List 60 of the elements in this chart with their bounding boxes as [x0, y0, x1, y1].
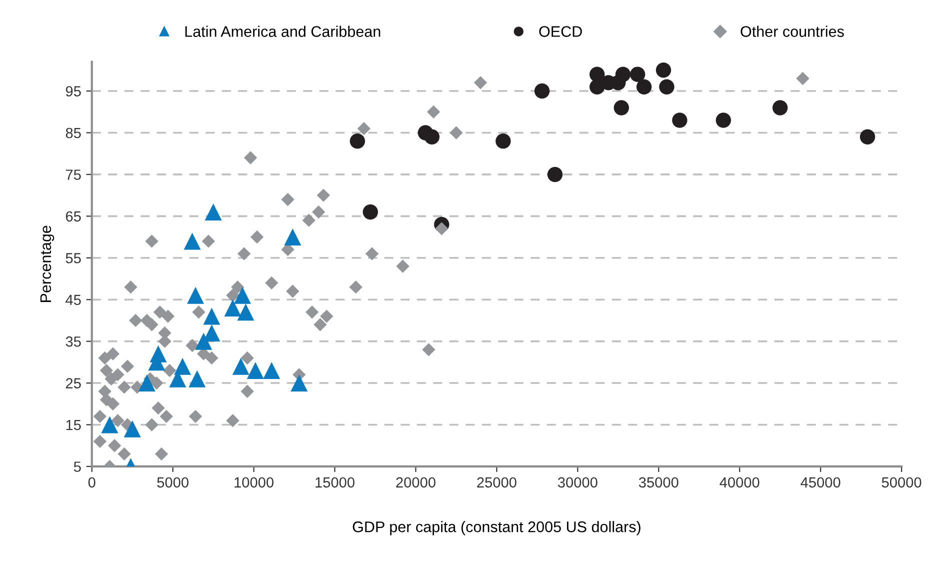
- point: [204, 203, 222, 220]
- legend-label: Other countries: [740, 26, 844, 37]
- point: [138, 374, 156, 392]
- point: [772, 100, 788, 116]
- point: [195, 332, 212, 350]
- point: [184, 232, 201, 250]
- y-tick-label: 15: [66, 420, 81, 430]
- point: [224, 299, 242, 316]
- point: [362, 204, 378, 220]
- point: [860, 129, 876, 145]
- point: [716, 112, 732, 128]
- x-tick-label: 35000: [638, 477, 678, 488]
- y-tick-label: 25: [66, 378, 81, 388]
- y-axis-title: Percentage: [40, 226, 54, 302]
- x-tick-label: 25000: [477, 477, 516, 488]
- point: [615, 66, 631, 82]
- point: [284, 228, 302, 246]
- point: [630, 66, 646, 82]
- point: [186, 286, 204, 304]
- point: [188, 370, 206, 388]
- point: [246, 362, 264, 380]
- y-tick-label: 45: [66, 294, 81, 306]
- x-tick-label: 0: [88, 477, 96, 488]
- legend-label: OECD: [539, 26, 582, 37]
- x-tick-label: 15000: [316, 477, 354, 488]
- point: [614, 100, 629, 116]
- x-tick-label: 10000: [234, 477, 274, 488]
- point: [350, 133, 366, 149]
- y-tick-label: 5: [74, 462, 81, 472]
- y-tick-label: 65: [66, 211, 81, 222]
- point: [659, 79, 674, 94]
- y-tick-label: 35: [66, 336, 81, 347]
- point: [547, 166, 563, 182]
- point: [101, 416, 118, 434]
- legend-label: Latin America and Caribbean: [185, 26, 380, 37]
- point: [290, 374, 308, 392]
- point: [124, 420, 141, 438]
- point: [496, 133, 511, 149]
- x-tick-label: 40000: [720, 477, 760, 488]
- point: [534, 83, 550, 99]
- y-tick-label: 55: [66, 253, 81, 264]
- x-tick-label: 30000: [558, 477, 598, 488]
- point: [232, 358, 250, 375]
- x-tick-label: 20000: [396, 477, 436, 488]
- y-tick-label: 75: [66, 170, 81, 180]
- point: [234, 286, 251, 304]
- point: [203, 308, 220, 325]
- x-axis-title: GDP per capita (constant 2005 US dollars): [352, 521, 640, 536]
- x-tick-label: 50000: [882, 477, 922, 488]
- x-tick-label: 5000: [157, 477, 188, 488]
- x-tick-label: 45000: [800, 477, 840, 488]
- point: [656, 62, 672, 78]
- point: [174, 358, 192, 375]
- point: [636, 79, 652, 94]
- point: [672, 112, 688, 128]
- point: [237, 304, 254, 321]
- point: [263, 362, 280, 380]
- y-tick-label: 85: [66, 128, 81, 138]
- y-tick-label: 95: [66, 86, 81, 96]
- point: [424, 129, 440, 145]
